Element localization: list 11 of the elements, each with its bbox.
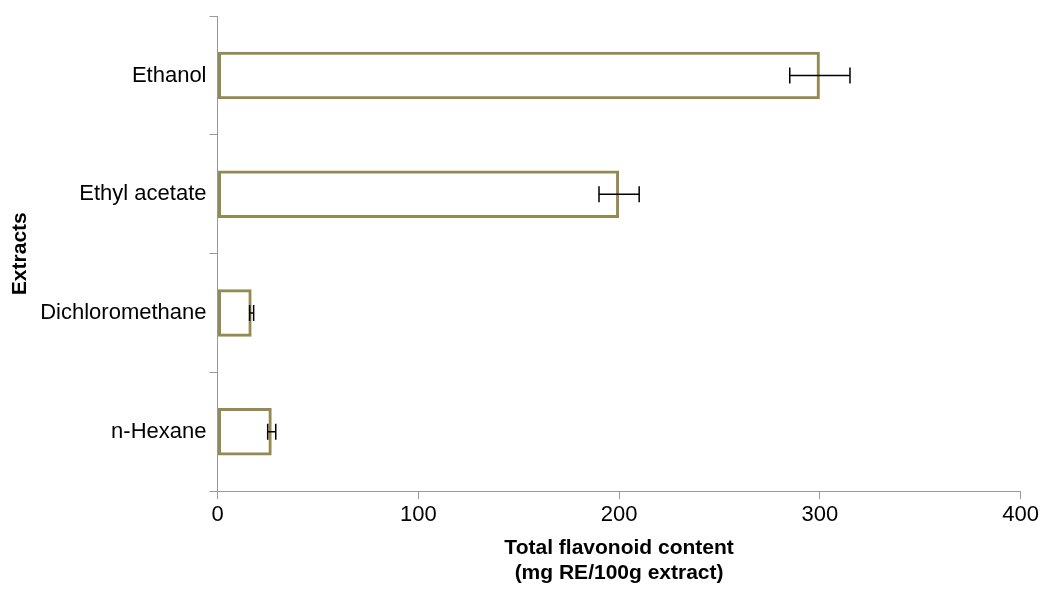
y-tick-label: n-Hexane [111,417,207,443]
x-tick-label: 400 [1002,501,1040,527]
x-tick-label: 300 [801,501,839,527]
y-tick-label: Ethanol [131,61,207,87]
y-tick-label: Dichloromethane [40,299,207,325]
x-tick-label: 100 [399,501,437,527]
x-tick-label: 200 [600,501,638,527]
y-tick-label: Ethyl acetate [79,180,207,206]
y-axis-title: Extracts [7,212,31,296]
x-axis-title: Total flavonoid content (mg RE/100g extract) [504,535,734,584]
x-tick-label: 0 [211,501,224,527]
